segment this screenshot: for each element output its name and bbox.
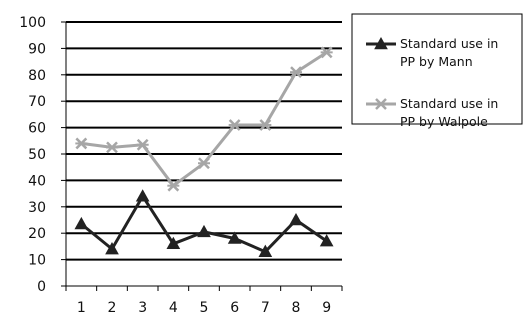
data-point [197, 224, 211, 238]
legend-marker [374, 36, 388, 50]
data-point [75, 137, 88, 150]
data-point [136, 138, 149, 151]
series-line [80, 194, 328, 254]
data-point [105, 242, 119, 255]
data-point [227, 231, 242, 244]
y-tick-label: 0 [37, 279, 46, 295]
data-point [167, 179, 180, 192]
legend-item: Standard use in PP by Walpole [366, 96, 498, 129]
data-point [319, 234, 334, 247]
x-tick-label: 5 [200, 300, 209, 316]
x-tick-label: 3 [138, 300, 147, 316]
data-point [290, 66, 302, 79]
y-tick-label: 20 [28, 226, 46, 242]
y-tick-label: 40 [28, 173, 46, 189]
data-point [135, 189, 150, 202]
y-tick-label: 100 [19, 15, 46, 31]
x-tick-label: 6 [230, 300, 239, 316]
y-tick-label: 90 [28, 41, 46, 57]
x-tick-label: 4 [169, 300, 178, 316]
y-tick-label: 60 [28, 121, 46, 137]
legend-label: PP by Walpole [400, 114, 488, 129]
x-tick-label: 1 [77, 300, 86, 316]
data-point [320, 46, 333, 59]
legend-item: Standard use in PP by Mann [366, 36, 498, 69]
data-point [106, 141, 118, 154]
x-tick-label: 8 [292, 300, 301, 316]
y-tick-label: 30 [28, 200, 46, 216]
y-tick-label: 10 [28, 253, 46, 269]
legend-marker [375, 98, 387, 110]
series-2 [75, 46, 333, 192]
series-layer [74, 46, 334, 257]
x-tick-label: 9 [322, 300, 331, 316]
y-tick-label: 80 [28, 68, 46, 84]
series-1 [74, 189, 334, 257]
data-point [289, 212, 303, 226]
legend-label: Standard use in [400, 36, 498, 51]
axes: 0 10 20 30 40 50 60 70 80 90 100 1 2 3 4 5 6 7 8 9 [19, 15, 343, 316]
x-tick-label: 7 [261, 300, 270, 316]
legend-label: Standard use in [400, 96, 498, 111]
grid-lines [66, 21, 342, 261]
data-point [166, 236, 181, 250]
data-point [258, 244, 273, 257]
data-point [228, 119, 241, 131]
y-tick-label: 70 [28, 94, 46, 110]
x-tick-label: 2 [108, 300, 117, 316]
y-tick-label: 50 [28, 147, 46, 163]
data-point [74, 216, 89, 230]
data-point [259, 119, 272, 131]
series-line [81, 51, 328, 188]
legend-label: PP by Mann [400, 54, 473, 69]
data-point [198, 157, 210, 170]
